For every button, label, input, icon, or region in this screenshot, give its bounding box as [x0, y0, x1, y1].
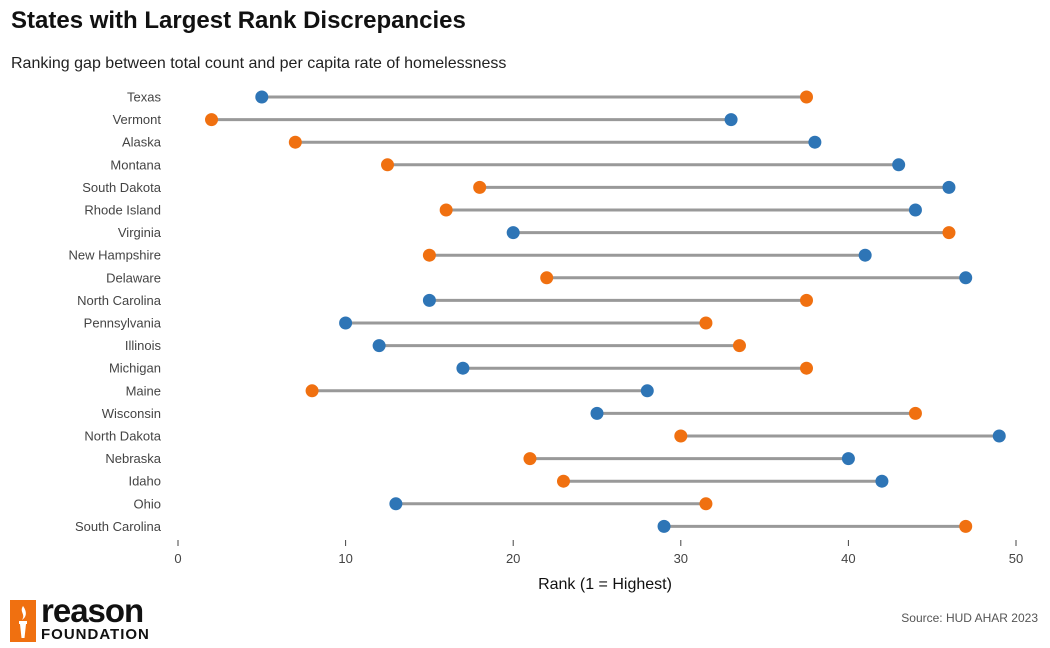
y-tick-label: North Carolina: [77, 293, 162, 308]
y-tick-label: North Dakota: [84, 429, 161, 444]
y-tick-label: Pennsylvania: [84, 316, 162, 331]
y-tick-label: Alaska: [122, 135, 162, 150]
y-tick-label: Virginia: [118, 225, 162, 240]
point-series-2: [305, 384, 319, 398]
y-tick-label: Nebraska: [105, 451, 161, 466]
point-series-2: [523, 452, 537, 466]
x-tick-label: 10: [338, 551, 352, 566]
point-series-2: [288, 135, 302, 149]
y-tick-label: Idaho: [128, 474, 161, 489]
y-tick-label: Ohio: [134, 496, 161, 511]
point-series-1: [590, 406, 604, 420]
point-series-2: [205, 113, 219, 127]
point-series-1: [875, 474, 889, 488]
point-series-1: [422, 293, 436, 307]
x-tick-label: 50: [1009, 551, 1023, 566]
reason-foundation-logo: reason FOUNDATION: [10, 592, 170, 644]
point-series-2: [674, 429, 688, 443]
point-series-2: [540, 271, 554, 285]
point-series-2: [942, 226, 956, 240]
point-series-1: [942, 180, 956, 194]
y-tick-label: New Hampshire: [69, 248, 161, 263]
point-series-2: [800, 361, 813, 375]
point-series-2: [422, 248, 436, 262]
point-series-2: [556, 474, 570, 488]
torch-icon: [10, 600, 36, 642]
y-tick-label: Rhode Island: [84, 203, 161, 218]
point-series-1: [339, 316, 353, 330]
point-series-2: [732, 339, 746, 353]
chart-title: States with Largest Rank Discrepancies: [11, 7, 466, 34]
point-series-2: [473, 180, 487, 194]
x-tick-label: 40: [841, 551, 855, 566]
point-series-2: [959, 519, 973, 533]
y-tick-label: Illinois: [125, 338, 162, 353]
point-series-2: [699, 497, 713, 511]
x-tick-label: 0: [174, 551, 181, 566]
point-series-1: [858, 248, 872, 262]
logo-wordmark: reason: [41, 592, 144, 629]
point-series-1: [640, 384, 654, 398]
point-series-1: [808, 135, 822, 149]
point-series-2: [439, 203, 453, 217]
point-series-1: [657, 519, 671, 533]
y-tick-label: Texas: [127, 90, 161, 105]
point-series-2: [381, 158, 394, 172]
y-tick-label: Delaware: [106, 270, 161, 285]
x-tick-label: 20: [506, 551, 520, 566]
point-series-1: [992, 429, 1006, 443]
logo-subtitle: FOUNDATION: [41, 626, 150, 643]
point-series-1: [506, 226, 520, 240]
point-series-1: [892, 158, 906, 172]
point-series-1: [724, 113, 738, 127]
y-tick-label: Vermont: [113, 112, 162, 127]
point-series-1: [389, 497, 403, 511]
point-series-1: [372, 339, 386, 353]
chart-subtitle: Ranking gap between total count and per …: [11, 55, 507, 72]
source-note: Source: HUD AHAR 2023: [901, 611, 1038, 625]
y-tick-label: South Dakota: [82, 180, 162, 195]
point-series-1: [255, 90, 269, 104]
y-tick-label: Maine: [126, 383, 161, 398]
x-tick-label: 30: [674, 551, 688, 566]
point-series-1: [456, 361, 470, 375]
point-series-2: [908, 406, 922, 420]
x-axis-label: Rank (1 = Highest): [538, 576, 672, 593]
y-tick-label: Michigan: [109, 361, 161, 376]
y-tick-label: Wisconsin: [102, 406, 161, 421]
point-series-2: [800, 90, 813, 104]
point-series-2: [699, 316, 713, 330]
point-series-2: [800, 293, 813, 307]
y-tick-label: Montana: [110, 157, 161, 172]
y-tick-label: South Carolina: [75, 519, 162, 534]
point-series-1: [908, 203, 922, 217]
point-series-1: [959, 271, 973, 285]
point-series-1: [841, 452, 855, 466]
